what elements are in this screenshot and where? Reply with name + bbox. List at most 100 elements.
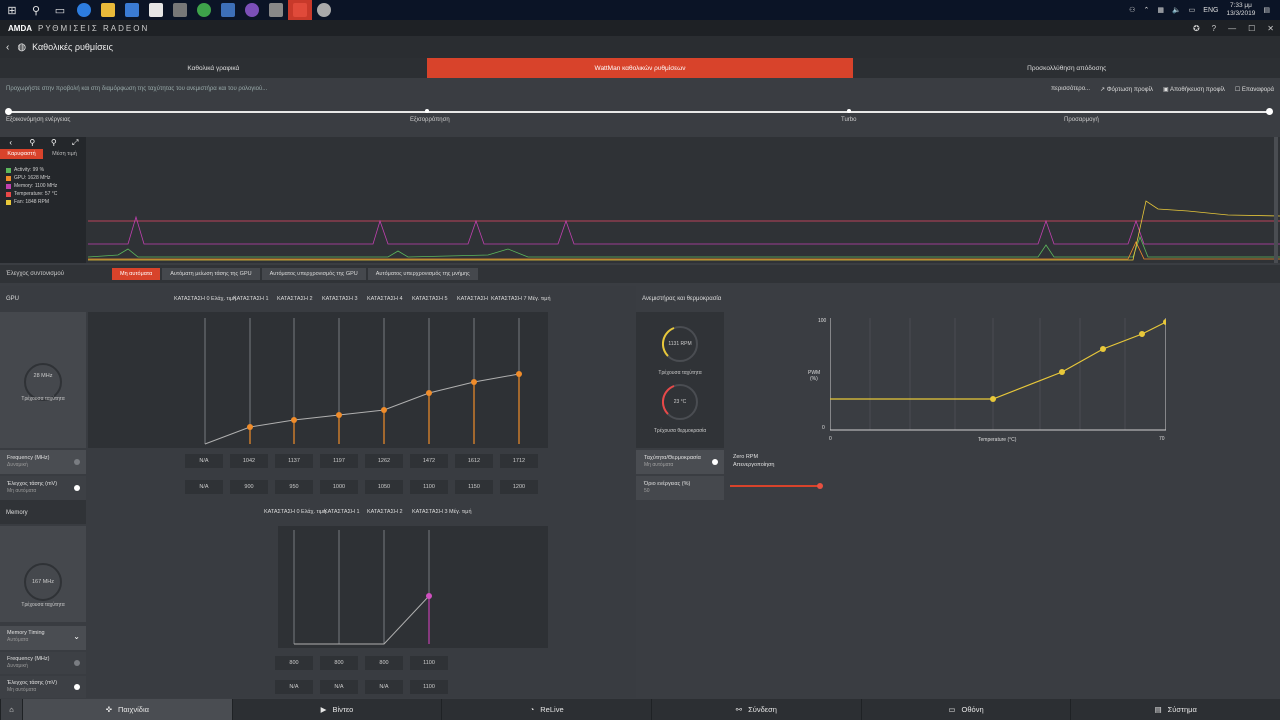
legend-activity[interactable]: Activity: 99 % (6, 167, 86, 173)
gpu-voltage-state-4[interactable]: 1050 (365, 480, 403, 494)
nav-gaming[interactable]: ✜ Παιχνίδια (22, 699, 232, 720)
legend-memory[interactable]: Memory: 1100 MHz (6, 183, 86, 189)
mode-average-button[interactable]: Μέση τιμή (52, 151, 77, 157)
auto-overclock-memory-button[interactable]: Αυτόματος υπερχρονισμός της μνήμης (367, 268, 478, 280)
task-view-icon[interactable]: ▭ (54, 4, 66, 17)
viber-icon[interactable] (240, 0, 264, 20)
people-icon[interactable]: ⚇ (1129, 7, 1136, 14)
memory-frequency-state-3[interactable]: 1100 (410, 656, 448, 670)
preset-track[interactable] (6, 111, 1272, 113)
gpu-voltage-state-6[interactable]: 1150 (455, 480, 493, 494)
speed-temperature-toggle[interactable] (712, 459, 718, 465)
zoom-out-icon[interactable]: ⚲ (50, 138, 57, 147)
load-profile-button[interactable]: ↗ Φόρτωση προφίλ (1100, 86, 1153, 93)
photos-icon[interactable] (264, 0, 288, 20)
notifications-icon[interactable]: ▤ (1263, 7, 1270, 14)
preset-dot-custom[interactable] (1266, 108, 1273, 115)
tray-chevron-icon[interactable]: ⌃ (1143, 7, 1150, 14)
gpu-voltage-state-0[interactable]: N/A (185, 480, 223, 494)
power-limit-slider-handle[interactable] (817, 483, 823, 489)
preset-slider[interactable]: Εξοικονόμηση ενέργειας Εξισορρόπηση Turb… (0, 100, 1280, 136)
search-icon[interactable]: ⚲ (31, 4, 41, 17)
tab-performance-monitoring[interactable]: Προσκολλύθηση απόδοσης (1027, 64, 1107, 72)
app-icon[interactable] (216, 0, 240, 20)
gpu-voltage-state-7[interactable]: 1200 (500, 480, 538, 494)
nav-display[interactable]: ▭ Οθόνη (860, 699, 1071, 720)
preset-dot-balanced[interactable] (425, 109, 429, 113)
memory-frequency-state-0[interactable]: 800 (275, 656, 313, 670)
save-profile-button[interactable]: ▣ Αποθήκευση προφίλ (1162, 86, 1225, 93)
memory-voltage-toggle[interactable] (74, 684, 80, 690)
legend-fan[interactable]: Fan: 1848 RPM (6, 199, 86, 205)
auto-undervolt-gpu-button[interactable]: Αυτόματη μείωση τάσης της GPU (162, 268, 260, 280)
mail-icon[interactable] (144, 0, 168, 20)
gpu-frequency-state-2[interactable]: 1137 (275, 454, 313, 468)
expand-icon[interactable]: ⤢ (72, 138, 79, 147)
memory-voltage-state-2[interactable]: N/A (365, 680, 403, 694)
edge-browser-icon[interactable] (72, 0, 96, 20)
gpu-voltage-state-5[interactable]: 1100 (410, 480, 448, 494)
gpu-frequency-state-1[interactable]: 1042 (230, 454, 268, 468)
legend-temperature[interactable]: Temperature: 57 °C (6, 191, 86, 197)
tab-wattman[interactable]: WattMan καθολικών ρυθμίσεων (426, 58, 854, 78)
more-link[interactable]: περισσότερο... (1051, 86, 1091, 92)
minimize-icon[interactable]: — (1228, 23, 1237, 33)
volume-icon[interactable]: 🔈 (1171, 7, 1181, 14)
help-icon[interactable]: ? (1211, 23, 1217, 33)
back-icon[interactable]: ‹ (6, 41, 10, 53)
home-button[interactable]: ⌂ (0, 699, 22, 720)
network-icon[interactable]: ▦ (1157, 7, 1164, 14)
legend-gpu[interactable]: GPU: 1628 MHz (6, 175, 86, 181)
memory-voltage-state-1[interactable]: N/A (320, 680, 358, 694)
memory-frequency-toggle[interactable] (74, 660, 80, 666)
windows-start-icon[interactable]: ⊞ (7, 4, 17, 17)
mode-current-button[interactable]: Καρυφαστή (0, 149, 43, 159)
file-explorer-icon[interactable] (96, 0, 120, 20)
radeon-settings-icon[interactable] (288, 0, 312, 20)
keyboard-language[interactable]: ENG (1203, 6, 1219, 14)
gpu-voltage-state-1[interactable]: 900 (230, 480, 268, 494)
gpu-frequency-state-6[interactable]: 1612 (455, 454, 493, 468)
memory-timing-row[interactable]: Memory Timing Αυτόματα ⌄ (0, 626, 86, 650)
zero-rpm-sub[interactable]: Απενεργοποίηση (733, 462, 775, 468)
memory-voltage-state-3[interactable]: 1100 (410, 680, 448, 694)
chrome-icon[interactable] (192, 0, 216, 20)
close-icon[interactable]: ✕ (1267, 23, 1274, 33)
gpu-frequency-state-4[interactable]: 1262 (365, 454, 403, 468)
nav-relive[interactable]: ◔ ReLive (441, 699, 651, 720)
battery-icon[interactable]: ▭ (1188, 7, 1196, 14)
memory-frequency-state-2[interactable]: 800 (365, 656, 403, 670)
manual-button[interactable]: Μη αυτόματα (112, 268, 161, 280)
gpu-voltage-state-3[interactable]: 1000 (320, 480, 358, 494)
tab-global-graphics[interactable]: Καθολικά γραφικά (187, 64, 240, 72)
maximize-icon[interactable]: ☐ (1248, 23, 1256, 33)
gpu-frequency-state-5[interactable]: 1472 (410, 454, 448, 468)
preset-dot-turbo[interactable] (847, 109, 851, 113)
calculator-icon[interactable] (168, 0, 192, 20)
gpu-frequency-state-0[interactable]: N/A (185, 454, 223, 468)
memory-frequency-state-1[interactable]: 800 (320, 656, 358, 670)
gpu-voltage-toggle[interactable] (74, 485, 80, 491)
gpu-frequency-toggle[interactable] (74, 459, 80, 465)
memory-voltage-state-0[interactable]: N/A (275, 680, 313, 694)
store-icon[interactable] (120, 0, 144, 20)
nav-connect[interactable]: ⚯ Σύνδεση (651, 699, 861, 720)
auto-overclock-gpu-button[interactable]: Αυτόματος υπερχρονισμός της GPU (261, 268, 366, 280)
nav-system[interactable]: ▤ Σύστημα (1070, 699, 1280, 720)
gpu-frequency-state-3[interactable]: 1197 (320, 454, 358, 468)
chevron-down-icon[interactable]: ⌄ (73, 632, 80, 641)
power-limit-slider[interactable] (730, 485, 820, 487)
reset-button[interactable]: ☐ Επαναφορά (1234, 86, 1274, 93)
radeon-settings-icon[interactable]: ✪ (1192, 23, 1200, 33)
steam-icon[interactable] (312, 0, 336, 20)
gpu-voltage-state-2[interactable]: 950 (275, 480, 313, 494)
back-icon[interactable]: ‹ (9, 138, 13, 147)
nav-video[interactable]: ▶ Βίντεο (231, 699, 442, 720)
zoom-in-icon[interactable]: ⚲ (29, 138, 36, 147)
gpu-frequency-state-7[interactable]: 1712 (500, 454, 538, 468)
preset-dot-power-saving[interactable] (5, 108, 12, 115)
fan-curve-chart[interactable] (830, 318, 1166, 434)
memory-curve-chart[interactable] (278, 526, 548, 648)
clock[interactable]: 7:33 μμ 13/3/2019 (1226, 2, 1256, 17)
gpu-curve-chart[interactable] (88, 312, 548, 448)
